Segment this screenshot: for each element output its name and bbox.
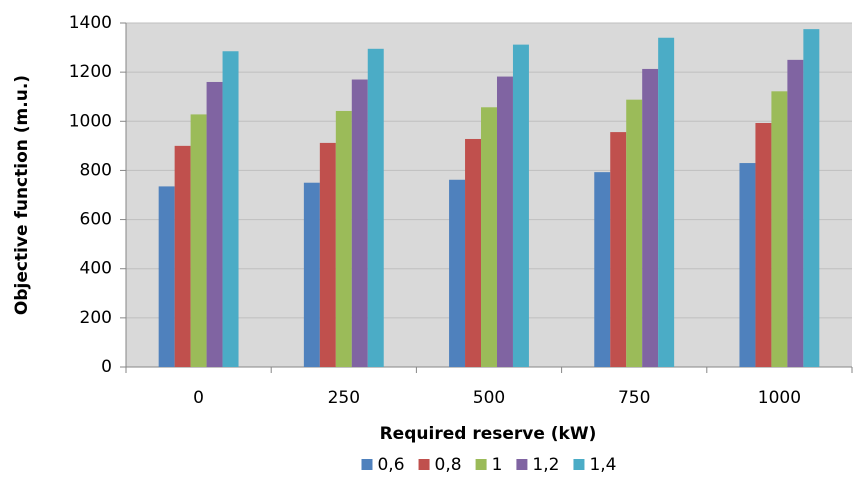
legend-label: 0,6 — [377, 455, 404, 475]
legend-label: 1 — [492, 455, 503, 475]
bar — [335, 110, 352, 368]
bar — [367, 48, 384, 368]
bar — [658, 37, 675, 367]
legend-label: 1,4 — [589, 455, 616, 475]
legend-swatch — [516, 459, 528, 470]
bar — [174, 145, 191, 367]
y-tick-label: 600 — [80, 210, 112, 230]
bar — [803, 29, 820, 368]
bar — [739, 163, 756, 367]
bar — [351, 79, 368, 367]
y-tick-label: 0 — [101, 357, 112, 377]
bar — [787, 59, 804, 367]
y-axis-title: Objective function (m.u.) — [12, 75, 32, 315]
bar — [610, 132, 627, 367]
bar — [449, 179, 466, 367]
bar — [496, 76, 513, 368]
bar — [206, 81, 223, 367]
bar — [771, 91, 788, 368]
legend-swatch — [475, 459, 487, 470]
bar — [594, 172, 611, 367]
legend-swatch — [361, 459, 373, 470]
x-axis-title: Required reserve (kW) — [380, 424, 597, 444]
x-tick-label: 500 — [473, 388, 505, 408]
bar — [642, 68, 659, 367]
legend-label: 0,8 — [435, 455, 462, 475]
bar — [465, 138, 482, 367]
legend-swatch — [573, 459, 585, 470]
y-tick-label: 800 — [80, 160, 112, 180]
y-tick-label: 400 — [80, 259, 112, 279]
bar — [512, 44, 529, 367]
y-tick-label: 1000 — [69, 111, 112, 131]
legend-swatch — [418, 459, 430, 470]
bar — [626, 99, 643, 368]
x-tick-label: 750 — [618, 388, 650, 408]
y-tick-label: 200 — [80, 308, 112, 328]
y-tick-label: 1200 — [69, 62, 112, 82]
x-tick-label: 1000 — [758, 388, 801, 408]
bar — [319, 142, 336, 367]
legend-label: 1,2 — [532, 455, 559, 475]
bar — [481, 107, 497, 367]
x-tick-label: 250 — [328, 388, 360, 408]
bar — [190, 114, 207, 367]
y-tick-label: 1400 — [69, 13, 112, 33]
x-tick-label: 0 — [193, 388, 204, 408]
bar — [158, 186, 175, 367]
bar — [755, 123, 772, 368]
bar — [222, 51, 239, 367]
bar — [303, 182, 320, 367]
